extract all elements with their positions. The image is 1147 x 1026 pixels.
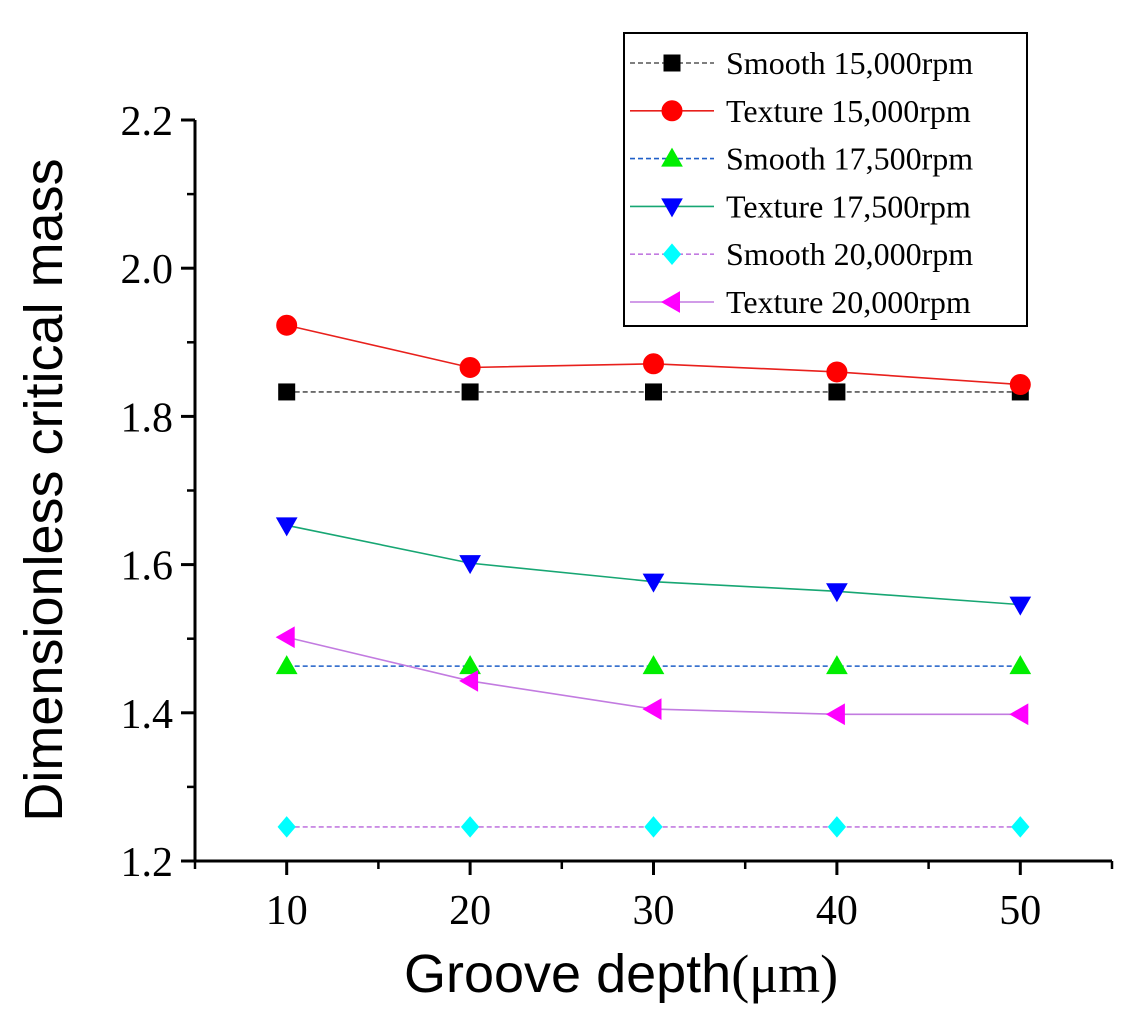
data-point [459,655,481,675]
data-point [644,816,663,838]
legend-entry: Smooth 20,000rpm [630,236,973,272]
series-2 [275,655,1032,675]
data-point [828,383,846,401]
series-0 [278,383,1029,401]
legend-label: Texture 15,000rpm [726,93,971,129]
data-point [1009,703,1029,726]
series-layer [275,314,1032,838]
series-5 [275,626,1029,726]
data-point [461,383,479,401]
data-point [275,626,295,649]
legend-marker [663,54,681,72]
data-point [277,816,296,838]
series-4 [277,816,1030,838]
legend-entry: Smooth 17,500rpm [630,141,973,177]
y-tick-label: 2.0 [121,247,174,293]
legend-entry: Smooth 15,000rpm [630,45,973,81]
legend-marker [661,147,683,167]
x-tick-label: 30 [633,888,675,934]
legend-marker [662,243,682,265]
data-point [278,383,296,401]
legend-marker [661,100,683,122]
data-point [642,655,665,675]
y-axis-title: Dimensionless critical mass [14,158,74,821]
y-tick-label: 2.2 [121,99,174,145]
legend-entry: Texture 20,000rpm [630,284,971,320]
data-point [645,383,662,401]
data-point [460,816,480,838]
legend-entry: Texture 15,000rpm [630,93,971,129]
y-tick-label: 1.8 [121,395,174,441]
data-point [643,353,664,375]
data-point [275,655,298,675]
data-point [826,583,848,603]
legend-box [623,32,1028,327]
series-line [286,636,1021,716]
data-point [1009,596,1032,616]
series-3 [275,517,1032,616]
axes: 10 20 30 40 50 1.2 1.4 1.6 1.8 2.0 2.2 [121,99,1114,934]
data-point [459,555,481,575]
series-line [286,524,1021,606]
legend: Smooth 15,000rpm Texture 15,000rpm Smooth … [623,32,1028,327]
data-point [827,816,847,838]
data-point [275,517,298,537]
y-tick-label: 1.6 [121,544,174,590]
series-1 [276,314,1031,396]
data-point [826,655,848,675]
x-tick-label: 50 [999,888,1041,934]
data-point [642,698,662,720]
legend-marker [661,198,683,218]
x-axis-title: Groove depth(μm) [404,944,838,1004]
data-point [459,670,479,692]
x-tick-label: 20 [449,888,491,934]
legend-label: Smooth 17,500rpm [726,141,973,177]
data-point [1009,655,1032,675]
data-point [1011,816,1030,838]
y-tick-label: 1.4 [121,692,174,738]
legend-marker [660,291,680,313]
y-tick-label: 1.2 [121,840,174,886]
legend-label: Texture 20,000rpm [726,284,971,320]
legend-entry: Texture 17,500rpm [630,188,971,224]
data-point [826,361,848,383]
data-point [825,703,845,726]
legend-label: Smooth 15,000rpm [726,45,973,81]
legend-label: Smooth 20,000rpm [726,236,973,272]
data-point [642,573,665,593]
data-point [1009,374,1031,396]
legend-label: Texture 17,500rpm [726,188,971,224]
data-point [459,356,481,378]
x-tick-label: 40 [816,888,858,934]
data-point [276,314,298,336]
x-tick-label: 10 [266,888,308,934]
